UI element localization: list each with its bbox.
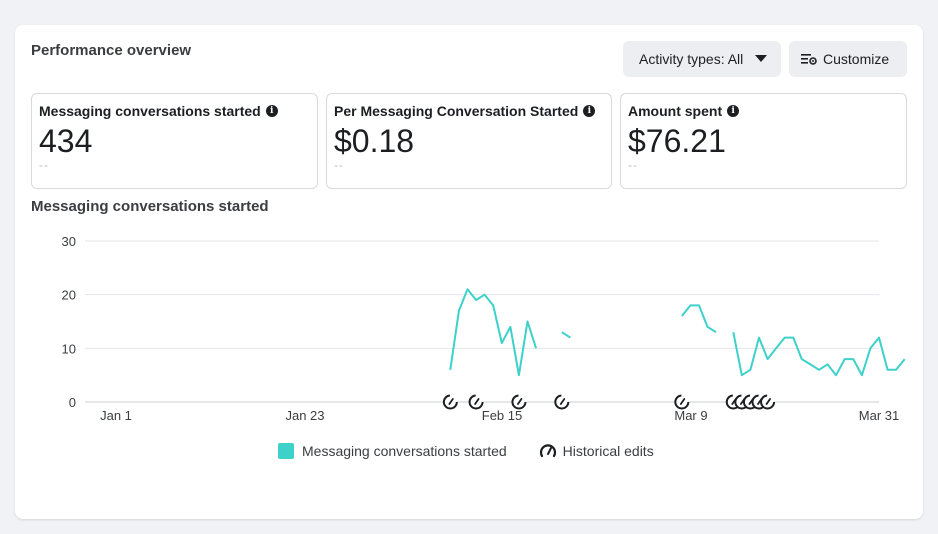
y-tick-label: 0: [69, 395, 76, 410]
metric-compare: --: [39, 158, 49, 172]
metric-value: $0.18: [334, 123, 415, 159]
edit-marker-needle: [448, 398, 454, 405]
page-title: Performance overview: [31, 42, 192, 59]
x-tick-label: Feb 15: [482, 408, 522, 423]
series-line: [561, 331, 571, 339]
series-line: [681, 304, 717, 334]
performance-overview-card: Performance overview Activity types: All…: [15, 25, 923, 519]
metric-label: Messaging conversations started: [39, 103, 261, 119]
series-line: [732, 332, 906, 377]
customize-button[interactable]: Customize: [789, 41, 907, 77]
x-tick-label: Jan 1: [100, 408, 132, 423]
metric-card-amount-spent[interactable]: Amount spent i $76.21 --: [620, 93, 907, 189]
y-tick-label: 10: [62, 341, 76, 356]
info-icon[interactable]: i: [265, 105, 278, 117]
historical-edits-icon: [539, 444, 556, 458]
metric-compare: --: [334, 158, 344, 172]
legend-item-series[interactable]: Messaging conversations started: [278, 443, 507, 459]
edit-marker-needle: [517, 398, 523, 405]
metric-value: $76.21: [628, 123, 726, 159]
legend-edits-label: Historical edits: [562, 443, 654, 459]
metric-card-cost-per-conversation[interactable]: Per Messaging Conversation Started i $0.…: [326, 93, 612, 189]
legend-series-label: Messaging conversations started: [302, 443, 507, 459]
edit-marker-needle: [765, 398, 771, 405]
edit-marker-needle: [679, 398, 686, 405]
metric-label: Amount spent: [628, 103, 723, 119]
caret-down-icon: [755, 55, 767, 62]
x-tick-label: Mar 31: [859, 408, 899, 423]
legend-swatch: [278, 443, 294, 459]
metric-compare: --: [628, 158, 638, 172]
x-tick-label: Mar 9: [674, 408, 707, 423]
x-tick-label: Jan 23: [285, 408, 324, 423]
historical-edit-marker[interactable]: [468, 394, 484, 410]
metric-value: 434: [39, 123, 93, 159]
edit-marker-needle: [474, 398, 480, 405]
y-tick-label: 20: [62, 288, 76, 303]
metric-label: Per Messaging Conversation Started: [334, 103, 579, 119]
line-chart[interactable]: 0 10 20 30 Jan 1 Jan 23 Feb 15 Mar 9 Mar 31: [15, 25, 923, 435]
historical-edit-marker[interactable]: [442, 394, 458, 410]
historical-edit-marker[interactable]: [554, 394, 570, 410]
customize-label: Customize: [823, 51, 890, 67]
activity-types-dropdown[interactable]: Activity types: All: [623, 41, 781, 77]
series-line: [449, 288, 538, 377]
historical-edit-marker[interactable]: [511, 394, 527, 410]
info-icon[interactable]: i: [583, 105, 596, 117]
metric-card-conversations[interactable]: Messaging conversations started i 434 --: [31, 93, 318, 189]
legend-item-historical-edits[interactable]: Historical edits: [539, 443, 654, 459]
historical-edit-marker[interactable]: [760, 394, 776, 410]
edit-marker-needle: [559, 398, 566, 405]
chart-legend: Messaging conversations started Historic…: [278, 443, 654, 459]
y-tick-label: 30: [62, 234, 76, 249]
historical-edit-marker[interactable]: [674, 394, 690, 410]
info-icon[interactable]: i: [727, 105, 740, 117]
chart-title: Messaging conversations started: [31, 198, 269, 215]
activity-types-label: Activity types: All: [639, 51, 744, 67]
customize-icon: [801, 54, 817, 65]
